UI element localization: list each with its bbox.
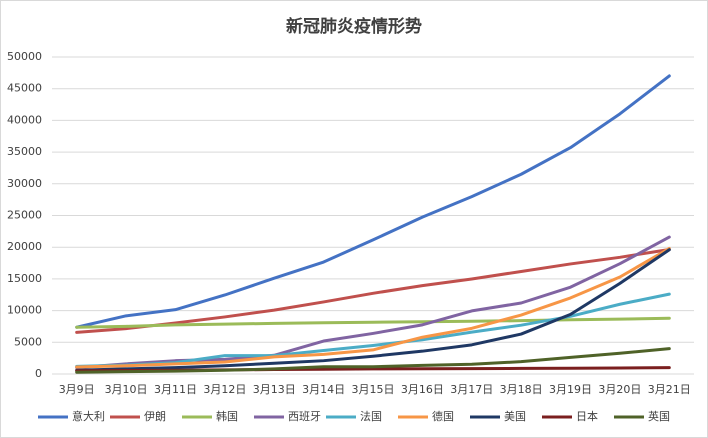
legend-label: 日本 <box>576 409 598 423</box>
y-tick-label: 25000 <box>7 209 42 222</box>
legend-label: 德国 <box>432 409 454 423</box>
x-tick-label: 3月10日 <box>105 383 148 396</box>
x-tick-label: 3月15日 <box>352 383 395 396</box>
legend-label: 美国 <box>504 410 526 423</box>
series-line <box>75 235 671 370</box>
y-tick-label: 5000 <box>14 335 42 348</box>
series-line <box>75 74 671 329</box>
legend-label: 西班牙 <box>288 410 321 423</box>
series-line <box>75 316 671 329</box>
legend-label: 韩国 <box>216 409 238 423</box>
x-tick-label: 3月9日 <box>59 383 95 396</box>
y-tick-label: 0 <box>35 367 42 380</box>
y-tick-label: 15000 <box>7 272 42 285</box>
legend-label: 伊朗 <box>144 410 166 423</box>
y-tick-label: 20000 <box>7 240 42 253</box>
x-tick-label: 3月13日 <box>253 383 296 396</box>
y-tick-label: 30000 <box>7 177 42 190</box>
legend-label: 英国 <box>648 409 670 423</box>
x-tick-label: 3月14日 <box>302 383 345 396</box>
y-tick-label: 40000 <box>7 113 42 126</box>
x-tick-label: 3月21日 <box>648 383 691 396</box>
series-line <box>75 247 671 334</box>
x-tick-label: 3月16日 <box>401 383 444 396</box>
y-tick-label: 45000 <box>7 82 42 95</box>
series-line <box>75 246 671 369</box>
x-tick-label: 3月20日 <box>598 383 641 396</box>
x-tick-label: 3月12日 <box>203 383 246 396</box>
legend-label: 意大利 <box>72 409 105 423</box>
x-tick-label: 3月19日 <box>549 383 592 396</box>
y-tick-label: 35000 <box>7 145 42 158</box>
y-tick-label: 10000 <box>7 304 42 317</box>
x-tick-label: 3月18日 <box>500 383 543 396</box>
x-tick-label: 3月11日 <box>154 383 197 396</box>
legend-label: 法国 <box>360 409 382 423</box>
series-line <box>75 347 671 374</box>
series-line <box>75 248 671 372</box>
x-tick-label: 3月17日 <box>450 383 493 396</box>
chart-title: 新冠肺炎疫情形势 <box>286 16 422 37</box>
y-tick-label: 50000 <box>7 50 42 63</box>
